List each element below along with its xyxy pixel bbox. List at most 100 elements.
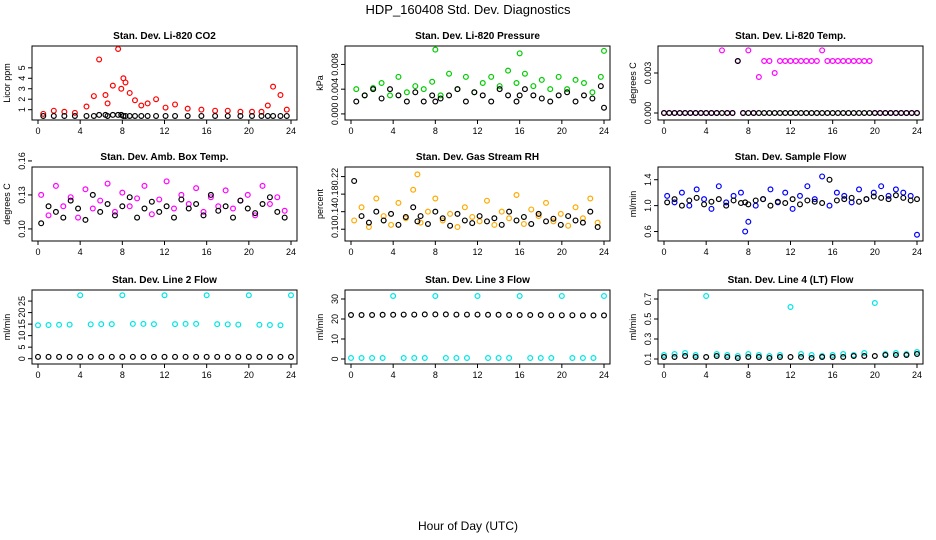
data-point (538, 95, 545, 102)
data-point (787, 57, 794, 64)
x-tick-label: 12 (472, 126, 482, 136)
data-point (387, 86, 394, 93)
data-point (277, 353, 284, 360)
data-point (215, 207, 222, 214)
data-point (882, 109, 889, 116)
y-tick-label: 3 (17, 86, 27, 91)
data-point (153, 112, 160, 119)
data-point (850, 109, 857, 116)
data-point (703, 354, 710, 361)
data-point (122, 79, 129, 86)
data-point (715, 183, 722, 190)
x-tick-label: 20 (870, 247, 880, 257)
x-tick-label: 12 (472, 247, 482, 257)
data-point (913, 196, 920, 203)
data-point (804, 183, 811, 190)
data-point (115, 45, 122, 52)
data-point (521, 70, 528, 77)
data-point (792, 57, 799, 64)
y-tick-label: 1.4 (643, 173, 653, 186)
data-point (826, 202, 833, 209)
x-tick-label: 20 (870, 126, 880, 136)
x-tick-label: 24 (599, 247, 609, 257)
panel-title: Stan. Dev. Line 2 Flow (112, 275, 217, 286)
data-point (172, 112, 179, 119)
data-point (119, 353, 126, 360)
data-point (34, 353, 41, 360)
data-point (682, 353, 689, 360)
data-point (737, 189, 744, 196)
data-point (474, 293, 481, 300)
data-point (871, 300, 878, 307)
data-point (589, 95, 596, 102)
data-point (590, 355, 597, 362)
data-point (600, 104, 607, 111)
data-point (776, 354, 783, 361)
data-point (483, 218, 490, 225)
data-point (138, 102, 145, 109)
data-point (579, 312, 586, 319)
data-point (410, 186, 417, 193)
data-point (892, 192, 899, 199)
data-point (447, 210, 454, 217)
data-point (745, 201, 752, 208)
data-point (156, 196, 163, 203)
data-point (498, 208, 505, 215)
data-point (506, 355, 513, 362)
data-point (184, 105, 191, 112)
data-point (87, 321, 94, 328)
data-point (520, 220, 527, 227)
data-point (771, 109, 778, 116)
data-point (369, 312, 376, 319)
data-point (729, 109, 736, 116)
data-point (104, 201, 111, 208)
data-point (379, 311, 386, 318)
data-point (476, 213, 483, 220)
data-point (45, 322, 52, 329)
data-point (370, 86, 377, 93)
x-tick-label: 24 (286, 370, 296, 380)
data-point (98, 353, 105, 360)
data-point (453, 311, 460, 318)
data-point (348, 355, 355, 362)
data-point (274, 208, 281, 215)
plot-frame (344, 166, 611, 242)
data-point (150, 321, 157, 328)
data-point (96, 111, 103, 118)
data-point (761, 57, 768, 64)
data-point (745, 351, 752, 358)
data-point (516, 50, 523, 57)
data-point (429, 78, 436, 85)
data-point (414, 171, 421, 178)
y-tick-label: 0.1 (643, 353, 653, 366)
data-point (600, 47, 607, 54)
data-point (402, 213, 409, 220)
data-point (569, 355, 576, 362)
data-point (766, 353, 773, 360)
data-point (824, 57, 831, 64)
data-point (463, 355, 470, 362)
data-point (437, 92, 444, 99)
data-point (245, 353, 252, 360)
data-point (723, 202, 730, 209)
y-axis-label: percent (315, 188, 325, 219)
data-point (129, 320, 136, 327)
data-point (572, 204, 579, 211)
data-point (373, 195, 380, 202)
data-point (178, 196, 185, 203)
data-point (161, 353, 168, 360)
data-point (82, 186, 89, 193)
data-point (388, 221, 395, 228)
data-point (692, 109, 699, 116)
data-point (878, 194, 885, 201)
y-tick-label: 1.0 (643, 199, 653, 212)
data-point (77, 292, 84, 299)
data-point (813, 109, 820, 116)
data-point (454, 86, 461, 93)
data-point (378, 79, 385, 86)
y-tick-label: 10 (17, 331, 27, 341)
y-tick-label: 0.004 (330, 78, 340, 101)
data-point (259, 201, 266, 208)
data-point (597, 83, 604, 90)
x-tick-label: 8 (433, 370, 438, 380)
